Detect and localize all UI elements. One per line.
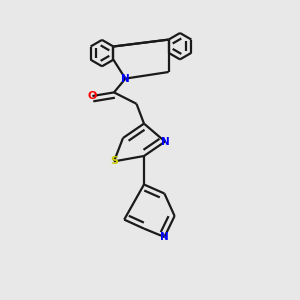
Text: O: O [88, 91, 97, 101]
Text: S: S [110, 156, 118, 167]
Text: N: N [160, 232, 169, 242]
Text: N: N [121, 74, 130, 84]
Text: N: N [160, 136, 169, 147]
